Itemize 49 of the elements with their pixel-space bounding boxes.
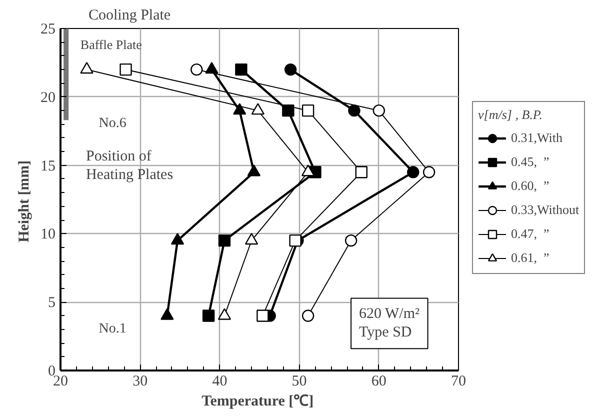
point <box>235 63 248 76</box>
annotation: 620 W/m² Type SD <box>359 306 420 341</box>
point <box>233 103 246 115</box>
point <box>302 310 314 322</box>
y-tick-label: 20 <box>40 90 56 106</box>
y-tick-label: 10 <box>40 226 56 243</box>
point <box>355 166 368 178</box>
point <box>247 164 261 176</box>
x-tick-label: 70 <box>451 374 466 390</box>
legend-label: 0.33,Without <box>511 201 580 219</box>
text: Cooling Plate <box>88 8 171 24</box>
x-axis-title: Temperature [℃] <box>202 394 314 410</box>
legend-label: 0.61, ” <box>511 249 550 267</box>
legend-label: 0.47, ” <box>511 225 550 243</box>
point <box>170 233 184 245</box>
y-tick-label: 15 <box>40 158 56 174</box>
legend-title: v[m/s] , B.P. <box>478 107 544 123</box>
annotation: No.1 <box>98 321 126 336</box>
point <box>407 166 420 178</box>
point <box>282 104 294 117</box>
annotation: No.6 <box>98 116 126 132</box>
y-tick-label: 5 <box>48 295 56 312</box>
point <box>284 63 297 76</box>
y-axis-title: Height [mm] <box>16 160 32 242</box>
point <box>256 310 269 322</box>
point <box>251 103 265 115</box>
annotation: Baffle Plate <box>80 36 142 52</box>
point <box>301 164 315 176</box>
legend-label: 0.45, ” <box>511 153 550 171</box>
point <box>372 104 385 117</box>
point <box>348 104 360 117</box>
x-tick-label: 30 <box>132 374 148 390</box>
point <box>218 234 231 247</box>
point <box>120 63 132 76</box>
point <box>422 166 436 178</box>
legend-label: 0.31,With <box>511 129 562 147</box>
point <box>244 233 258 245</box>
point <box>289 234 302 247</box>
legend-label: 0.60, ” <box>511 177 550 195</box>
y-tick-label: 0 <box>48 364 56 380</box>
annotation: Position of Heating Plates <box>86 148 174 184</box>
y-tick-label: 25 <box>40 22 56 38</box>
point <box>80 62 94 74</box>
point <box>344 234 358 247</box>
point <box>302 104 314 117</box>
x-tick-label: 40 <box>212 374 228 390</box>
point <box>202 310 215 322</box>
x-tick-label: 50 <box>292 374 307 390</box>
x-tick-label: 60 <box>371 374 386 390</box>
